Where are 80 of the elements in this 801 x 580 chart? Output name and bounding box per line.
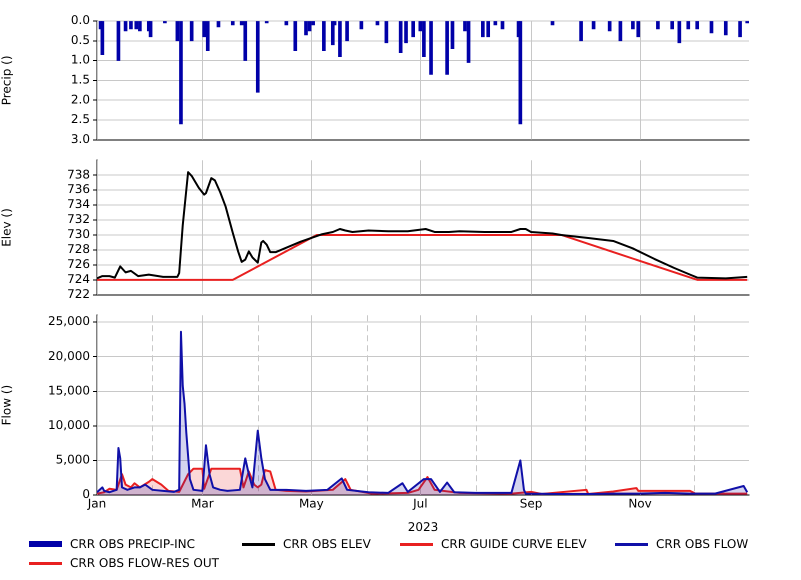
- y-tick-label: 25,000: [48, 314, 90, 328]
- y-tick-label: 724: [67, 272, 90, 286]
- bar: [179, 21, 183, 124]
- legend-label: CRR OBS FLOW: [656, 537, 748, 551]
- bar: [116, 21, 120, 61]
- bar: [206, 21, 210, 52]
- bar: [579, 21, 583, 42]
- bar: [138, 21, 142, 32]
- x-tick-label: May: [298, 496, 324, 510]
- bar: [256, 21, 260, 93]
- bar: [481, 21, 485, 38]
- bar: [384, 21, 388, 44]
- x-tick-label: Jul: [412, 496, 428, 510]
- y-tick-label: 2.0: [70, 92, 90, 106]
- bar: [304, 21, 308, 36]
- y-tick-label: 0: [82, 487, 90, 502]
- legend-label: CRR GUIDE CURVE ELEV: [441, 537, 587, 551]
- bar: [670, 21, 674, 30]
- bar: [656, 21, 660, 30]
- bar: [429, 21, 433, 75]
- y-axis-title: Precip (): [0, 55, 14, 106]
- legend-label: CRR OBS FLOW-RES OUT: [70, 556, 219, 570]
- bar: [678, 21, 682, 44]
- y-tick-label: 20,000: [48, 348, 90, 363]
- legend-label: CRR OBS ELEV: [283, 537, 371, 551]
- bar: [360, 21, 364, 30]
- bar: [230, 21, 235, 26]
- x-tick-label: Sep: [520, 496, 542, 510]
- y-tick-label: 734: [67, 197, 90, 212]
- x-tick-label: Mar: [191, 496, 214, 510]
- bar: [486, 21, 490, 38]
- bar: [345, 21, 349, 42]
- bar: [500, 21, 504, 30]
- y-tick-label: 738: [67, 167, 90, 182]
- x-axis-title: 2023: [408, 520, 438, 534]
- bar: [376, 21, 380, 26]
- y-tick-label: 0.5: [70, 32, 90, 47]
- bar: [738, 21, 742, 38]
- x-tick-label: Nov: [628, 496, 652, 510]
- legend-label: CRR OBS PRECIP-INC: [70, 537, 196, 551]
- bar: [550, 21, 554, 26]
- y-axis-title: Flow (): [0, 384, 14, 426]
- y-tick-label: 732: [67, 212, 90, 226]
- y-tick-label: 726: [67, 257, 90, 272]
- bar: [636, 21, 640, 38]
- bar: [494, 21, 498, 26]
- bar: [618, 21, 622, 42]
- y-tick-label: 15,000: [48, 383, 90, 398]
- bar: [695, 21, 700, 30]
- y-tick-label: 2.5: [70, 112, 90, 126]
- y-axis-title: Elev (): [0, 208, 14, 247]
- bar: [631, 21, 635, 30]
- bar: [148, 21, 152, 38]
- y-tick-label: 1.0: [70, 52, 90, 67]
- y-tick-label: 1.5: [70, 72, 90, 87]
- y-tick-label: 728: [67, 242, 90, 256]
- y-tick-label: 5,000: [56, 452, 90, 467]
- bar: [284, 21, 288, 26]
- bar: [724, 21, 728, 36]
- bar: [710, 21, 714, 34]
- bar: [322, 21, 326, 52]
- y-tick-label: 736: [67, 182, 90, 196]
- y-tick-label: 3.0: [70, 132, 90, 146]
- bar: [592, 21, 596, 30]
- bar: [686, 21, 690, 30]
- y-tick-label: 730: [67, 227, 90, 242]
- y-tick-label: 722: [67, 286, 90, 301]
- bar: [422, 21, 426, 57]
- y-tick-label: 10,000: [48, 418, 90, 432]
- bar: [216, 21, 220, 28]
- bar: [466, 21, 470, 63]
- bar: [411, 21, 416, 38]
- bar: [308, 21, 312, 32]
- bar: [293, 21, 298, 52]
- bar: [190, 21, 194, 42]
- y-tick-label: 0.0: [70, 13, 90, 28]
- bar: [518, 21, 522, 124]
- bar: [608, 21, 612, 32]
- bar: [243, 21, 248, 61]
- bar: [100, 21, 104, 55]
